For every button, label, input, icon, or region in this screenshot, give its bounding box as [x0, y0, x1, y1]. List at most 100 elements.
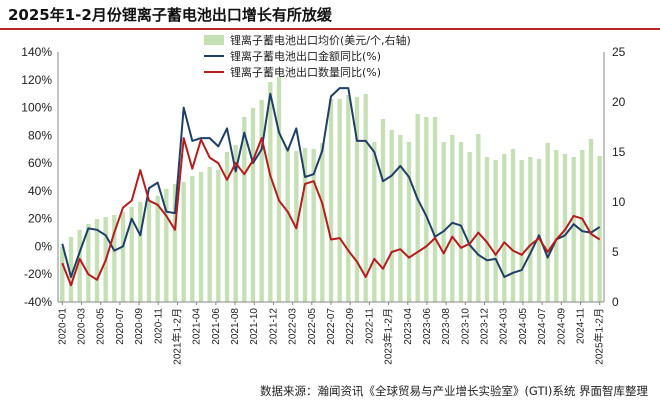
bar: [597, 156, 602, 302]
bar: [354, 97, 360, 302]
bar: [588, 139, 594, 302]
bar: [302, 148, 308, 302]
x-tick-label: 2020-01: [57, 308, 68, 345]
bar: [363, 94, 368, 302]
x-tick-label: 2023-06: [422, 308, 433, 345]
bar: [389, 130, 394, 302]
right-tick-label: 0: [612, 295, 619, 309]
bar-series: [60, 77, 602, 302]
bar: [346, 95, 351, 302]
bar: [372, 142, 377, 302]
bar: [571, 157, 576, 302]
bar: [233, 145, 238, 302]
x-tick-label: 2021-10: [249, 308, 260, 345]
bar: [120, 212, 126, 302]
x-tick-label: 2024-07: [537, 308, 548, 345]
bar: [450, 135, 455, 302]
left-tick-label: 40%: [28, 184, 52, 198]
x-tick-label: 2025年1-2月: [593, 308, 606, 365]
bar: [545, 143, 550, 302]
bar: [68, 237, 74, 302]
bar: [476, 134, 481, 302]
bar: [259, 100, 264, 302]
x-tick-label: 2020-05: [96, 308, 107, 345]
legend-label: 锂离子蓄电池出口金额同比(%): [230, 49, 381, 63]
x-tick-label: 2023-10: [460, 308, 471, 345]
x-tick-label: 2023-08: [441, 308, 452, 345]
left-tick-label: 80%: [28, 128, 52, 142]
bar: [528, 157, 533, 302]
x-tick-label: 2022-07: [326, 308, 337, 345]
chart-title: 2025年1-2月份锂离子蓄电池出口增长有所放缓: [8, 6, 332, 24]
bar: [164, 189, 169, 302]
x-tick-label: 2022-05: [307, 308, 318, 345]
bar: [224, 152, 230, 302]
bar: [467, 152, 472, 302]
x-tick-label: 2024-03: [499, 308, 510, 345]
x-tick-label: 2020-11: [153, 308, 164, 344]
bar: [458, 142, 464, 302]
x-tick-label: 2022-11: [364, 308, 375, 344]
right-tick-label: 15: [612, 145, 626, 159]
quantity-yoy-line: [61, 137, 601, 287]
bar: [493, 160, 498, 302]
bar: [554, 150, 559, 302]
axes: -40% -20% 0% 20% 40% 60% 80% 100% 120% 140% 0 5 10 15…: [21, 45, 625, 365]
bar: [380, 119, 386, 302]
left-tick-label: -20%: [24, 267, 52, 281]
bar: [580, 150, 585, 302]
bar: [285, 149, 290, 302]
bar: [60, 247, 65, 302]
x-tick-label: 2022-03: [288, 308, 299, 345]
bar: [398, 135, 403, 302]
right-tick-label: 25: [612, 45, 626, 59]
left-tick-label: 120%: [21, 73, 52, 87]
bar: [268, 82, 273, 302]
bar: [337, 99, 342, 302]
x-tick-label: 2021-04: [192, 308, 203, 345]
x-tick-label: 2021-08: [230, 308, 241, 345]
bar: [536, 159, 542, 302]
legend-label: 锂离子蓄电池出口数量同比(%): [230, 65, 381, 79]
bar: [181, 182, 186, 302]
left-tick-label: 20%: [28, 212, 52, 226]
bar: [276, 77, 282, 302]
chart: -40% -20% 0% 20% 40% 60% 80% 100% 120% 140% 0 5 10 15…: [21, 33, 625, 365]
x-tick-label: 2023-04: [403, 308, 414, 345]
left-tick-label: -40%: [24, 295, 52, 309]
bar: [328, 99, 334, 302]
right-tick-label: 20: [612, 95, 626, 109]
bar: [424, 117, 429, 302]
bar: [406, 142, 412, 302]
bar: [207, 167, 212, 302]
bar: [502, 154, 507, 302]
bar: [129, 207, 134, 302]
x-tick-label: 2020-03: [77, 308, 88, 345]
x-tick-label: 2024-05: [518, 308, 529, 345]
bar: [86, 224, 91, 302]
bar: [155, 196, 160, 302]
right-tick-label: 10: [612, 195, 626, 209]
bar: [441, 142, 446, 302]
left-tick-label: 60%: [28, 156, 52, 170]
left-tick-label: 100%: [21, 101, 52, 115]
bar: [94, 219, 100, 302]
bar: [484, 157, 490, 302]
bar: [146, 200, 152, 302]
bar: [112, 215, 117, 302]
x-tick-label: 2021年1-2月: [170, 308, 183, 365]
left-tick-label: 0%: [35, 239, 53, 253]
legend-label: 锂离子蓄电池出口均价(美元/个,右轴): [230, 33, 411, 47]
bar: [77, 230, 82, 302]
bar: [311, 149, 316, 302]
title-underline: [0, 28, 660, 30]
bar: [172, 184, 178, 302]
x-tick-label: 2020-07: [115, 308, 126, 345]
bar: [510, 149, 516, 302]
x-tick-label: 2023年1-2月: [382, 308, 395, 365]
bar: [250, 108, 256, 302]
x-tick-label: 2021-06: [211, 308, 222, 345]
legend: 锂离子蓄电池出口均价(美元/个,右轴) 锂离子蓄电池出口金额同比(%) 锂离子蓄电池…: [204, 33, 411, 79]
x-tick-label: 2021-12: [268, 308, 279, 345]
bar: [190, 176, 195, 302]
